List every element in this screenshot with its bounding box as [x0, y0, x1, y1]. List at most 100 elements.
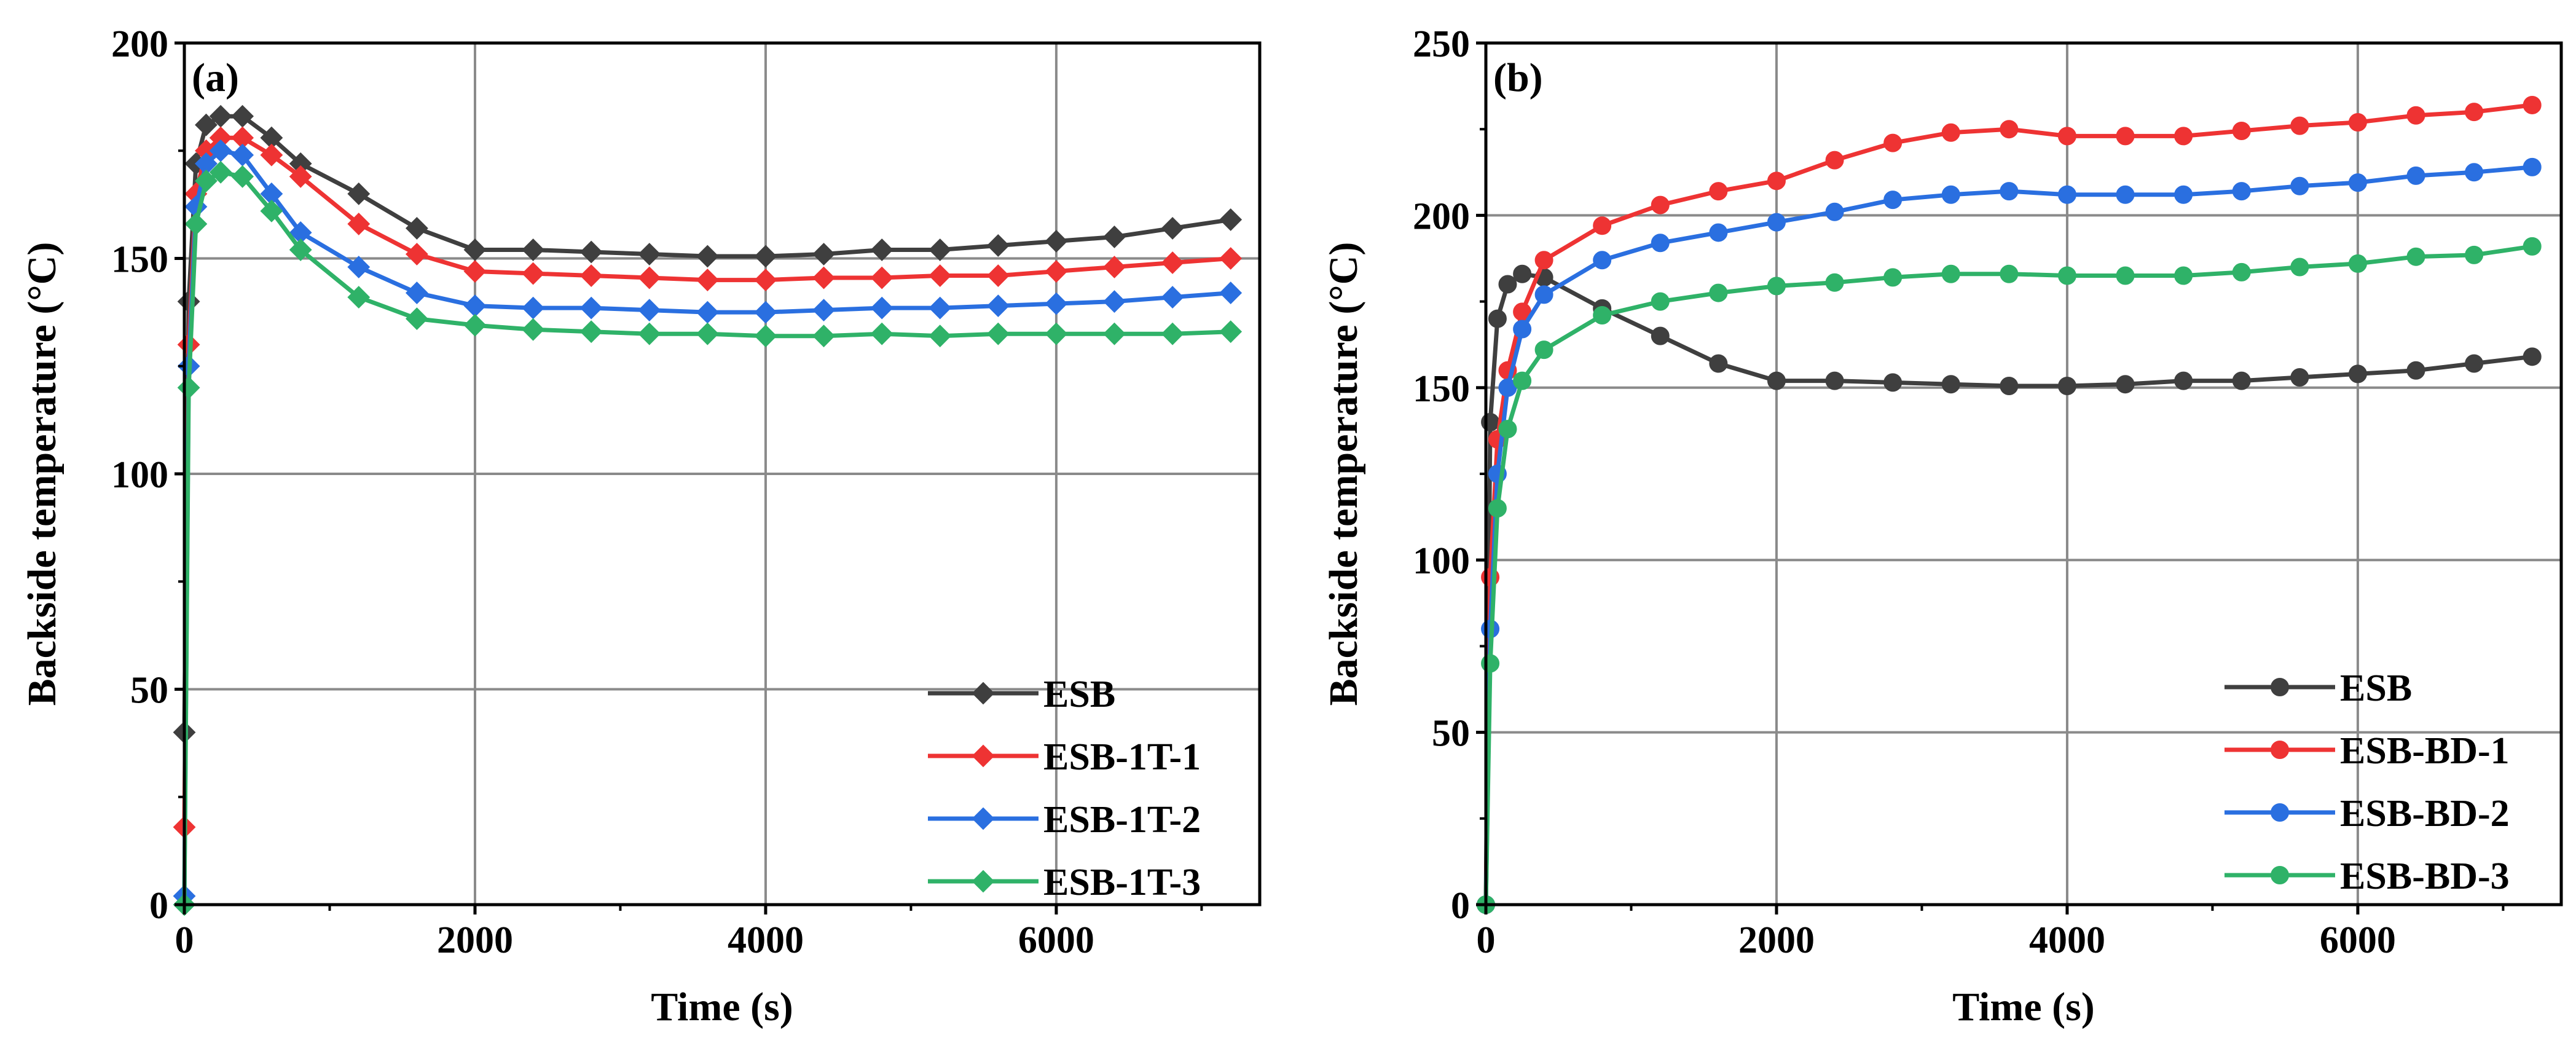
data-point [1941, 264, 1960, 283]
legend-marker [972, 682, 995, 705]
data-point [870, 238, 893, 261]
data-point [1534, 285, 1553, 304]
data-point [2290, 176, 2309, 195]
legend-marker [2271, 678, 2289, 696]
data-point [2348, 173, 2367, 192]
data-point [1651, 195, 1670, 214]
data-point [347, 213, 371, 235]
data-point [463, 313, 487, 337]
data-point [405, 307, 428, 331]
data-point [2116, 185, 2135, 204]
data-point [696, 245, 719, 268]
x-tick-label: 6000 [1018, 919, 1094, 961]
data-point [1651, 234, 1670, 253]
data-point [231, 165, 254, 188]
data-point [1767, 171, 1786, 191]
data-point [696, 269, 719, 291]
data-point [579, 296, 603, 320]
x-axis-title: Time (s) [1952, 985, 2095, 1029]
data-point [2465, 103, 2484, 122]
legend-label: ESB-BD-3 [2340, 855, 2510, 897]
data-point [260, 143, 283, 167]
data-point [870, 266, 893, 289]
legend-label: ESB-BD-2 [2340, 793, 2510, 835]
legend: ESB ESB-BD-1 ESB-BD-2 ESB-BD-3 [2225, 667, 2510, 897]
x-axis-title: Time (s) [651, 985, 793, 1029]
data-point [1941, 375, 1960, 394]
data-point [2348, 364, 2367, 383]
data-point [184, 213, 208, 235]
data-point [754, 269, 777, 291]
data-point [2232, 371, 2251, 390]
data-point [2116, 127, 2135, 146]
legend-label: ESB-BD-1 [2340, 730, 2510, 772]
data-point [2348, 254, 2367, 273]
data-point [1883, 191, 1903, 210]
plot-frame [1484, 41, 2563, 907]
data-point [2057, 376, 2076, 395]
data-point [812, 324, 835, 348]
data-point [2348, 112, 2367, 132]
data-point [2465, 354, 2484, 373]
data-point [347, 256, 371, 278]
data-point [1593, 216, 1612, 235]
data-point [2406, 106, 2425, 125]
panel-label: (b) [1493, 55, 1543, 100]
data-point [347, 286, 371, 309]
legend-label: ESB-1T-1 [1043, 736, 1201, 778]
data-point [1651, 292, 1670, 311]
y-tick-label: 50 [1432, 713, 1470, 755]
y-tick-label: 100 [111, 454, 168, 496]
data-point [1219, 247, 1243, 270]
data-point [463, 238, 487, 261]
data-point [1534, 340, 1553, 360]
y-tick-label: 250 [1413, 23, 1470, 65]
data-point [1481, 412, 1500, 431]
data-point [1593, 306, 1612, 325]
legend: ESB ESB-1T-1 ESB-1T-2 ESB-1T-3 [928, 674, 1201, 903]
data-point [2290, 368, 2309, 387]
legend-label: ESB [2340, 667, 2412, 709]
data-point [522, 318, 544, 341]
data-point [1103, 290, 1126, 313]
y-tick-label: 0 [149, 885, 168, 927]
data-point [2465, 163, 2484, 182]
x-tick-label: 4000 [2029, 919, 2105, 961]
data-point [2523, 347, 2542, 366]
data-point [195, 113, 218, 136]
data-point [2406, 361, 2425, 380]
data-point [1045, 260, 1068, 283]
data-point [1709, 283, 1728, 302]
data-point [1883, 268, 1903, 287]
y-tick-label: 50 [130, 670, 168, 712]
y-tick-label: 0 [1451, 885, 1470, 927]
data-point [2116, 266, 2135, 285]
data-point [2000, 376, 2019, 395]
x-tick-label: 0 [1477, 919, 1496, 961]
data-point [986, 294, 1010, 318]
y-tick-label: 100 [1413, 540, 1470, 582]
data-point [1045, 292, 1068, 315]
data-point [2057, 127, 2076, 146]
data-point [405, 243, 428, 265]
data-point [2290, 258, 2309, 277]
data-point [195, 169, 218, 192]
data-point [522, 262, 544, 285]
data-point [579, 264, 603, 287]
data-point [1767, 213, 1786, 232]
data-point [1161, 286, 1184, 309]
data-point [2232, 262, 2251, 281]
data-point [638, 322, 661, 345]
x-tick-label: 6000 [2320, 919, 2396, 961]
data-point [177, 376, 200, 399]
data-point [463, 294, 487, 318]
data-point [1825, 151, 1844, 170]
data-point [579, 240, 603, 264]
x-tick-label: 4000 [728, 919, 804, 961]
data-point [2523, 95, 2542, 114]
data-point [2232, 122, 2251, 141]
x-tick-label: 2000 [437, 919, 513, 961]
data-point [870, 322, 893, 345]
data-point [1883, 133, 1903, 152]
data-point [2523, 237, 2542, 256]
